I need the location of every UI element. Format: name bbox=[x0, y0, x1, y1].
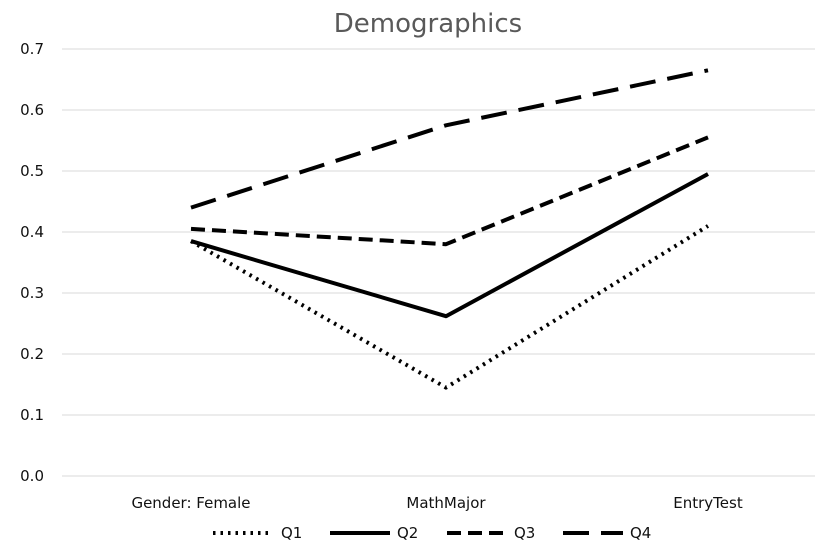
series-line-q1 bbox=[190, 224, 710, 390]
series-line-q4 bbox=[190, 68, 709, 210]
legend-label-q3: Q3 bbox=[514, 524, 535, 542]
x-tick-label: EntryTest bbox=[673, 494, 743, 512]
x-tick-label: MathMajor bbox=[406, 494, 486, 512]
gridlines bbox=[62, 48, 815, 477]
series-line-q3 bbox=[190, 135, 709, 247]
y-tick-label: 0.3 bbox=[20, 284, 44, 302]
series-line-q2 bbox=[190, 172, 709, 319]
y-tick-label: 0.0 bbox=[20, 467, 44, 485]
x-tick-label: Gender: Female bbox=[131, 494, 250, 512]
chart-title: Demographics bbox=[334, 9, 522, 39]
y-tick-label: 0.4 bbox=[20, 223, 44, 241]
legend-label-q1: Q1 bbox=[281, 524, 302, 542]
y-tick-label: 0.6 bbox=[20, 101, 44, 119]
y-tick-label: 0.2 bbox=[20, 345, 44, 363]
legend-label-q4: Q4 bbox=[630, 524, 651, 542]
y-tick-label: 0.7 bbox=[20, 40, 44, 58]
y-axis-ticks: 0.0 0.1 0.2 0.3 0.4 0.5 0.6 0.7 bbox=[20, 40, 44, 485]
y-tick-label: 0.1 bbox=[20, 406, 44, 424]
legend: Q1 Q2 Q3 Q4 bbox=[213, 524, 651, 542]
x-axis-ticks: Gender: Female MathMajor EntryTest bbox=[131, 494, 742, 512]
series-lines bbox=[190, 68, 710, 390]
y-tick-label: 0.5 bbox=[20, 162, 44, 180]
legend-label-q2: Q2 bbox=[397, 524, 418, 542]
